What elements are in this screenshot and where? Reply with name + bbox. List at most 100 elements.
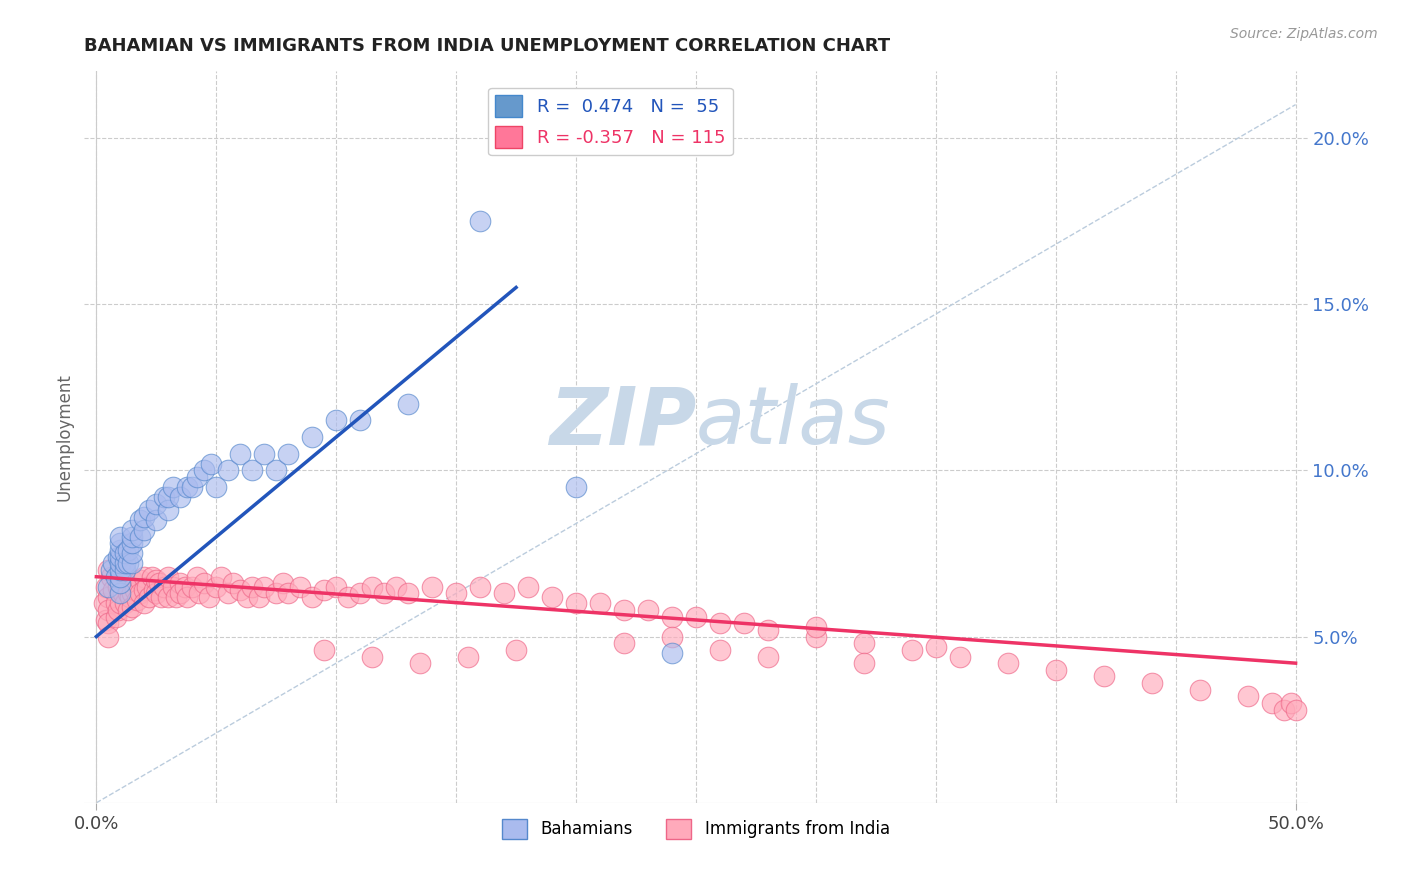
- Point: [997, 656, 1019, 670]
- Point: [444, 586, 467, 600]
- Point: [148, 576, 170, 591]
- Point: [361, 580, 384, 594]
- Point: [114, 576, 136, 591]
- Point: [217, 463, 239, 477]
- Point: [240, 463, 263, 477]
- Point: [925, 640, 948, 654]
- Point: [193, 576, 215, 591]
- Point: [209, 570, 232, 584]
- Point: [169, 586, 191, 600]
- Point: [141, 570, 163, 584]
- Point: [157, 590, 180, 604]
- Point: [162, 480, 184, 494]
- Point: [157, 490, 180, 504]
- Point: [852, 636, 875, 650]
- Point: [804, 619, 827, 633]
- Point: [949, 649, 972, 664]
- Point: [264, 586, 287, 600]
- Point: [229, 447, 252, 461]
- Point: [301, 430, 323, 444]
- Point: [94, 580, 117, 594]
- Point: [162, 580, 184, 594]
- Point: [290, 580, 312, 594]
- Point: [468, 214, 491, 228]
- Point: [186, 470, 208, 484]
- Point: [396, 586, 419, 600]
- Point: [134, 523, 156, 537]
- Point: [613, 636, 636, 650]
- Point: [186, 570, 208, 584]
- Point: [142, 582, 165, 597]
- Point: [121, 573, 143, 587]
- Point: [193, 463, 215, 477]
- Point: [277, 447, 299, 461]
- Point: [94, 613, 117, 627]
- Point: [301, 590, 323, 604]
- Point: [145, 573, 167, 587]
- Point: [541, 590, 564, 604]
- Point: [188, 586, 211, 600]
- Point: [613, 603, 636, 617]
- Point: [804, 630, 827, 644]
- Point: [314, 643, 336, 657]
- Point: [325, 413, 347, 427]
- Point: [128, 573, 150, 587]
- Point: [361, 649, 384, 664]
- Point: [468, 580, 491, 594]
- Point: [174, 580, 197, 594]
- Point: [97, 630, 120, 644]
- Y-axis label: Unemployment: Unemployment: [55, 373, 73, 501]
- Point: [107, 580, 129, 594]
- Point: [97, 590, 120, 604]
- Point: [121, 557, 143, 571]
- Point: [1092, 669, 1115, 683]
- Point: [1284, 703, 1306, 717]
- Point: [505, 643, 527, 657]
- Point: [100, 570, 122, 584]
- Point: [110, 570, 132, 584]
- Point: [135, 580, 157, 594]
- Point: [97, 563, 120, 577]
- Point: [169, 490, 191, 504]
- Point: [709, 643, 731, 657]
- Point: [134, 570, 156, 584]
- Point: [134, 582, 156, 597]
- Point: [756, 623, 779, 637]
- Point: [117, 603, 139, 617]
- Point: [273, 576, 295, 591]
- Point: [157, 570, 180, 584]
- Point: [128, 513, 150, 527]
- Point: [150, 590, 173, 604]
- Point: [325, 580, 347, 594]
- Point: [138, 503, 160, 517]
- Point: [1279, 696, 1302, 710]
- Text: Source: ZipAtlas.com: Source: ZipAtlas.com: [1230, 27, 1378, 41]
- Point: [240, 580, 263, 594]
- Point: [128, 530, 150, 544]
- Point: [97, 616, 120, 631]
- Point: [253, 580, 276, 594]
- Point: [517, 580, 540, 594]
- Point: [314, 582, 336, 597]
- Point: [121, 546, 143, 560]
- Point: [118, 590, 141, 604]
- Point: [145, 586, 167, 600]
- Point: [128, 586, 150, 600]
- Point: [685, 609, 707, 624]
- Point: [117, 543, 139, 558]
- Point: [145, 497, 167, 511]
- Point: [110, 557, 132, 571]
- Point: [217, 586, 239, 600]
- Point: [236, 590, 259, 604]
- Text: ZIP: ZIP: [548, 384, 696, 461]
- Point: [117, 586, 139, 600]
- Point: [1140, 676, 1163, 690]
- Point: [100, 563, 122, 577]
- Point: [165, 590, 187, 604]
- Point: [138, 590, 160, 604]
- Point: [101, 557, 124, 571]
- Point: [110, 563, 132, 577]
- Point: [229, 582, 252, 597]
- Point: [93, 596, 115, 610]
- Point: [181, 480, 204, 494]
